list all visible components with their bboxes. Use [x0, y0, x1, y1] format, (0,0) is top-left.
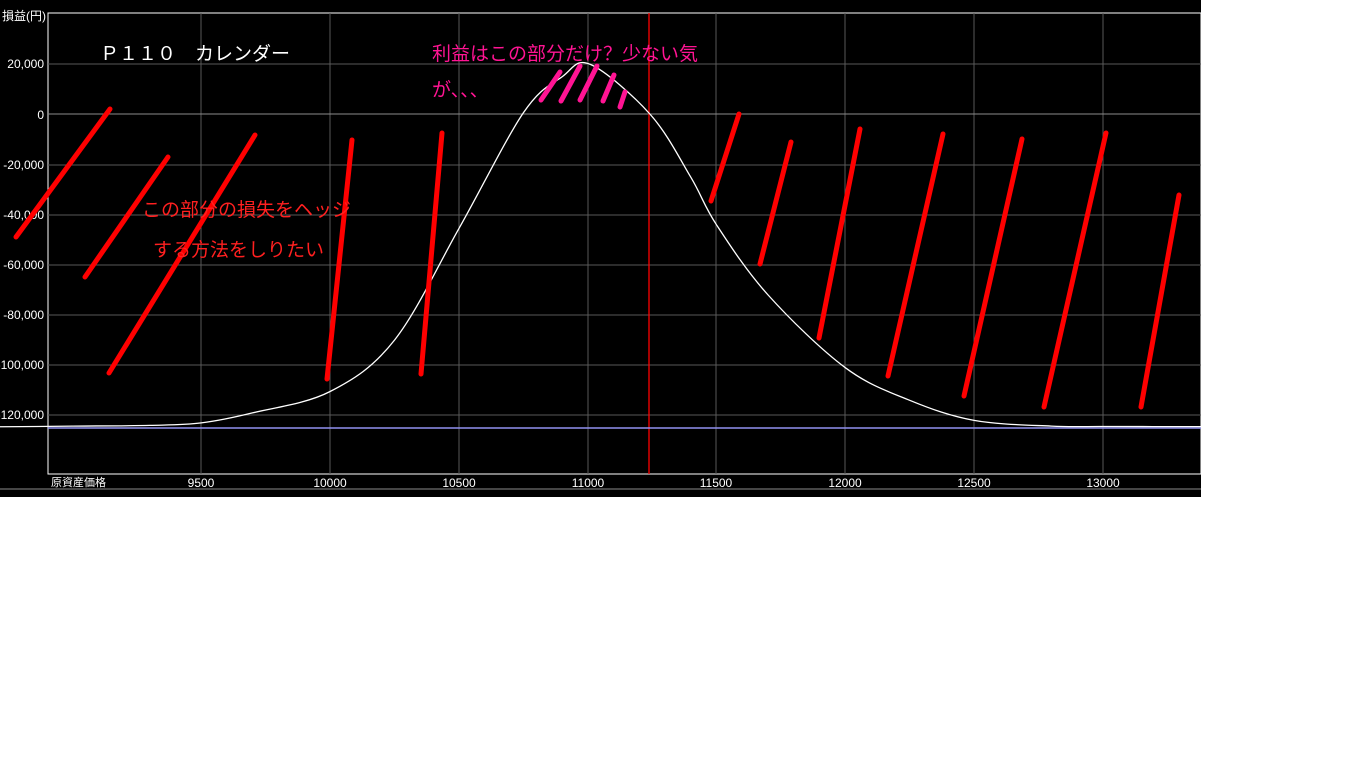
svg-text:-120,000: -120,000 [0, 408, 44, 422]
svg-text:9500: 9500 [188, 476, 215, 490]
svg-text:この部分の損失をヘッジ: この部分の損失をヘッジ [142, 199, 351, 221]
svg-text:0: 0 [37, 108, 44, 122]
svg-text:損益(円): 損益(円) [2, 8, 46, 23]
svg-text:利益はこの部分だけ？少ない気: 利益はこの部分だけ？少ない気 [432, 43, 698, 65]
svg-text:11000: 11000 [572, 476, 605, 490]
svg-text:13000: 13000 [1086, 476, 1120, 490]
svg-text:-100,000: -100,000 [0, 358, 44, 372]
svg-text:10000: 10000 [313, 476, 347, 490]
svg-text:-80,000: -80,000 [3, 308, 44, 322]
svg-text:10500: 10500 [442, 476, 476, 490]
svg-text:12000: 12000 [828, 476, 862, 490]
svg-text:11500: 11500 [700, 476, 733, 490]
svg-text:-60,000: -60,000 [3, 258, 44, 272]
svg-text:原資産価格: 原資産価格 [51, 475, 106, 489]
svg-text:が、、、: が、、、 [432, 79, 489, 101]
svg-text:20,000: 20,000 [7, 57, 44, 71]
svg-text:-20,000: -20,000 [3, 158, 44, 172]
svg-text:Ｐ１１０ カレンダー: Ｐ１１０ カレンダー [100, 43, 290, 65]
svg-text:12500: 12500 [957, 476, 991, 490]
svg-text:する方法をしりたい: する方法をしりたい [153, 239, 324, 261]
